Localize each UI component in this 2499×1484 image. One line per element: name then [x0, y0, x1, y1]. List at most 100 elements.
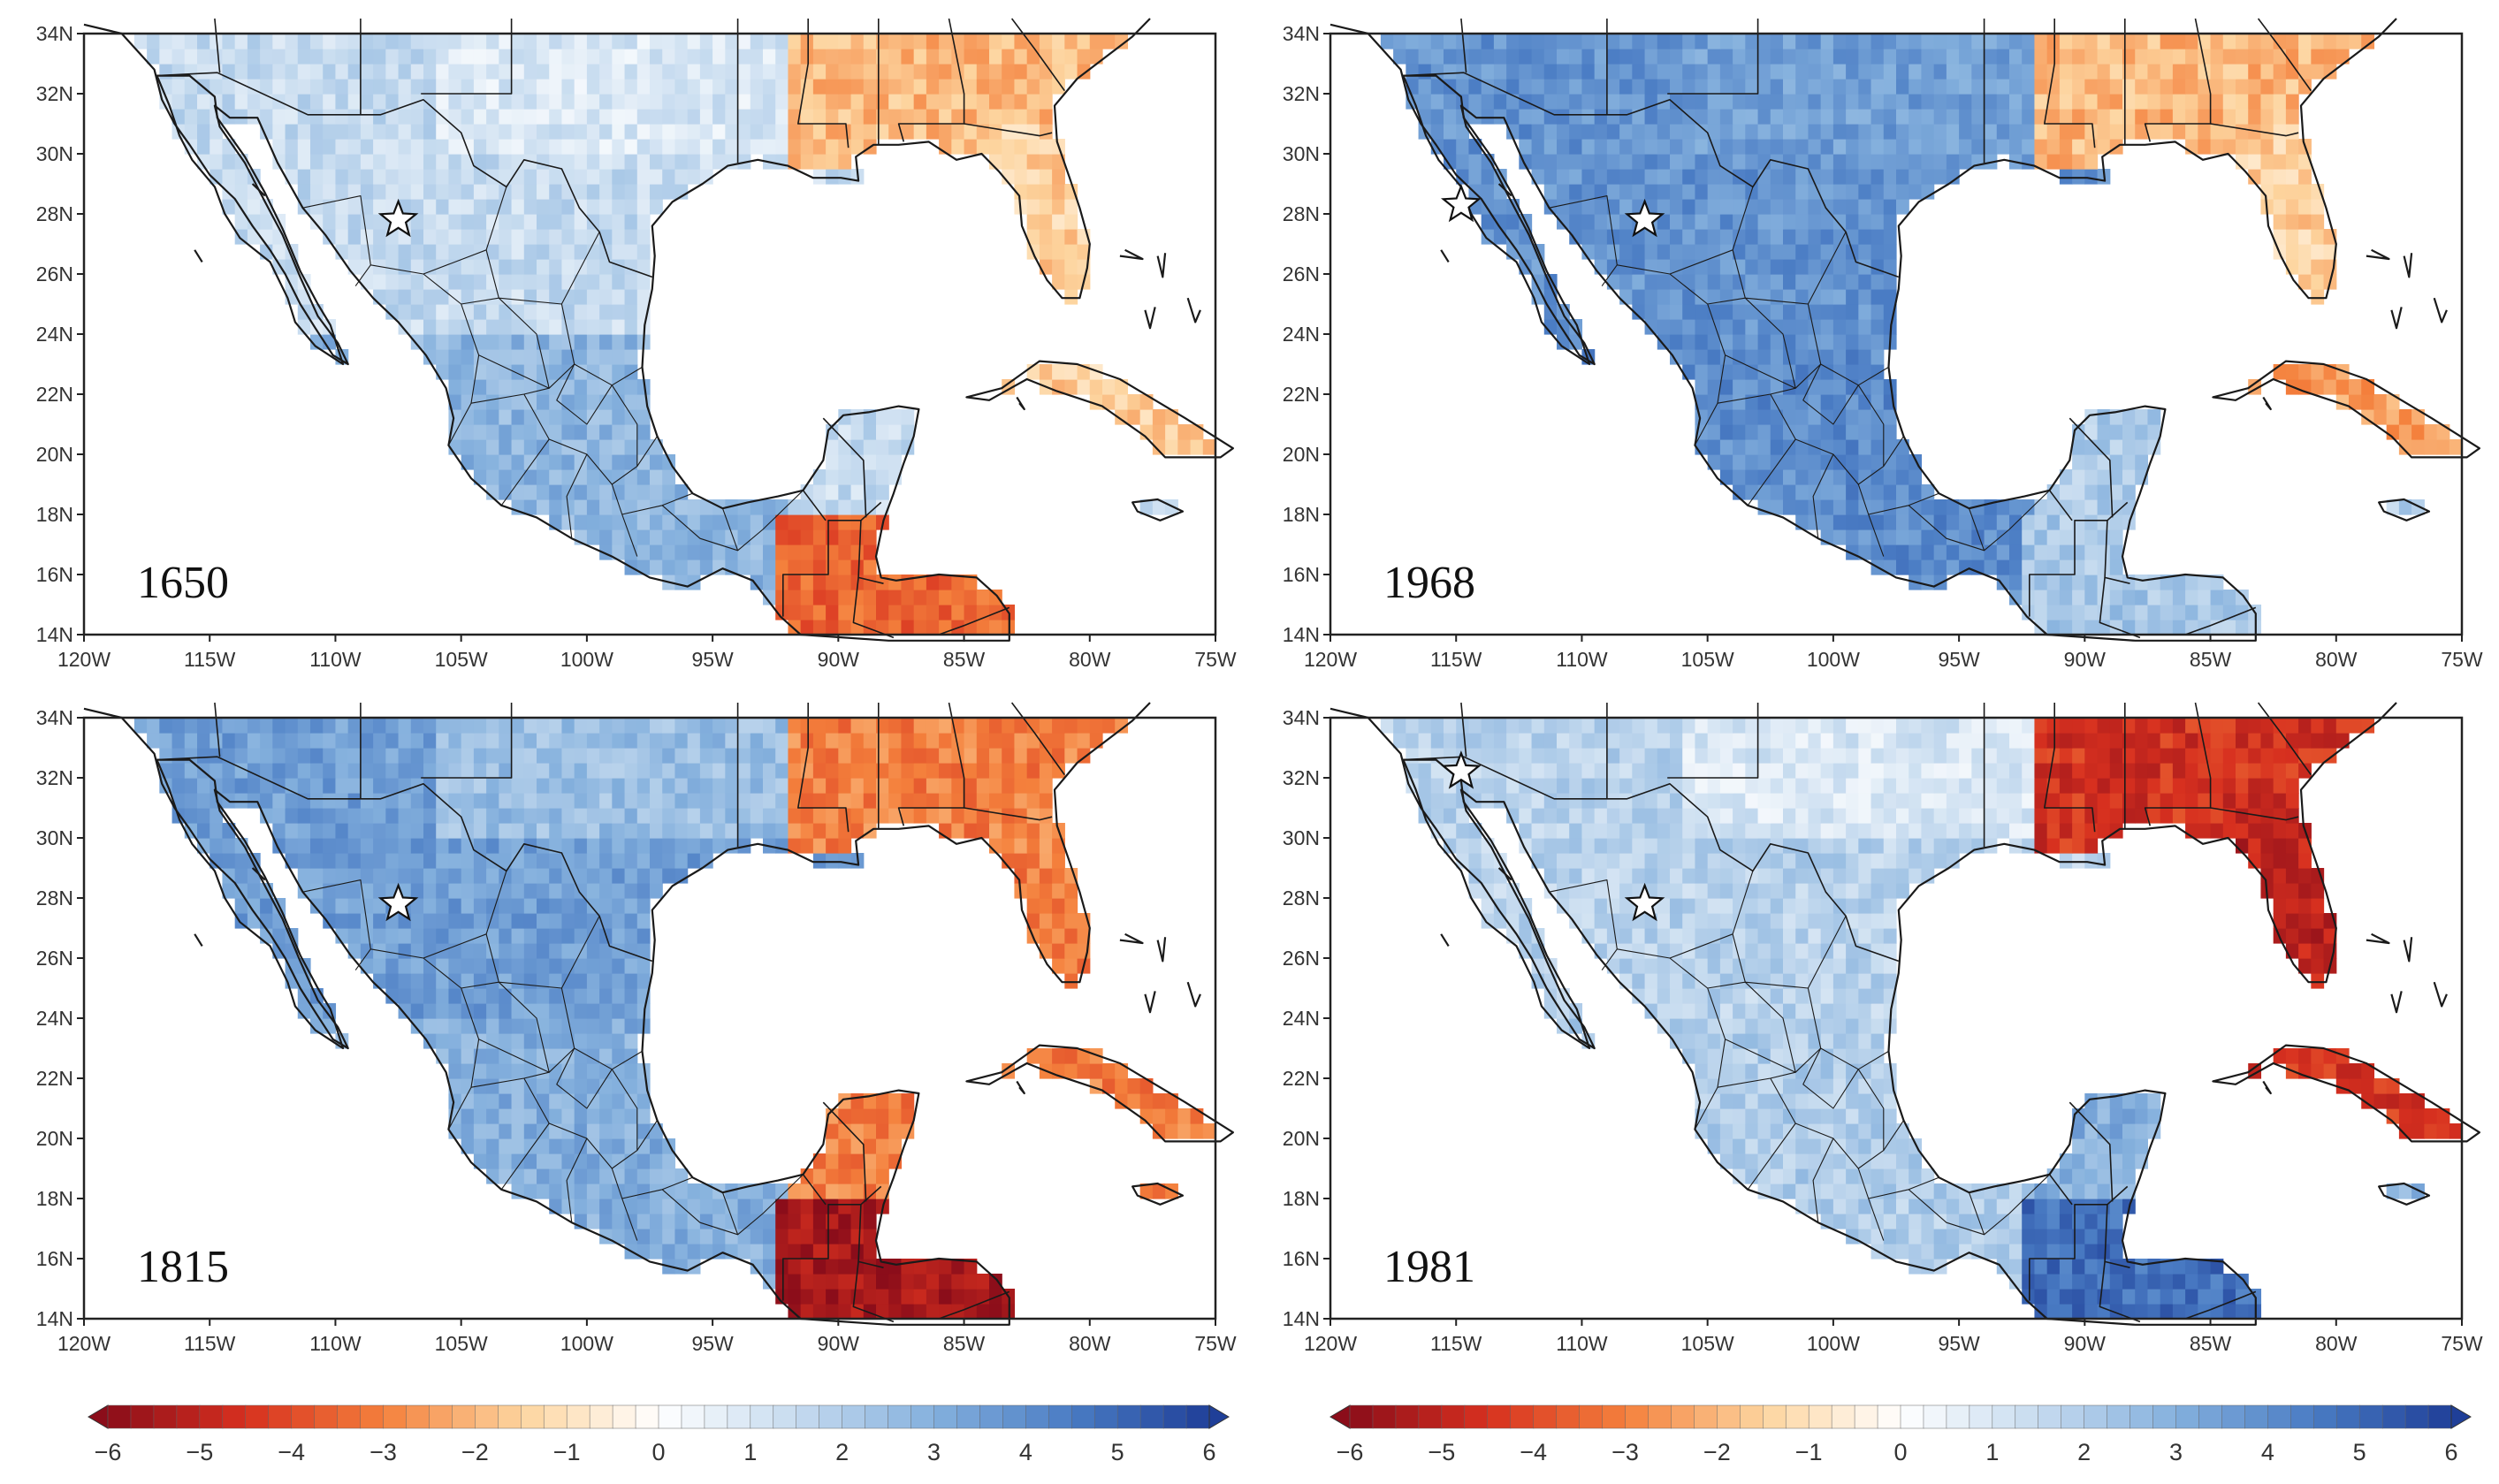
- anomaly-cell: [826, 1304, 839, 1319]
- anomaly-cell: [461, 259, 475, 275]
- anomaly-cell: [699, 748, 713, 764]
- anomaly-cell: [448, 79, 462, 95]
- anomaly-cell: [410, 169, 424, 185]
- anomaly-cell: [2084, 1229, 2099, 1244]
- anomaly-cell: [1139, 394, 1154, 410]
- anomaly-cell: [826, 808, 839, 824]
- anomaly-cell: [586, 778, 600, 794]
- anomaly-cell: [461, 124, 475, 140]
- anomaly-cell: [662, 184, 676, 200]
- anomaly-cell: [775, 529, 789, 545]
- anomaly-cell: [360, 943, 374, 959]
- anomaly-cell: [1783, 259, 1796, 275]
- anomaly-cell: [1770, 1183, 1784, 1199]
- anomaly-cell: [347, 763, 362, 779]
- anomaly-cell: [436, 973, 450, 989]
- anomaly-cell: [1707, 169, 1721, 185]
- anomaly-cell: [1719, 334, 1733, 350]
- anomaly-cell: [989, 590, 1002, 605]
- anomaly-cell: [586, 349, 600, 365]
- anomaly-cell: [699, 124, 713, 140]
- anomaly-cell: [2034, 514, 2048, 530]
- anomaly-cell: [423, 34, 437, 49]
- anomaly-cell: [222, 169, 236, 185]
- anomaly-cell: [574, 1033, 588, 1049]
- anomaly-cell: [1984, 1214, 1998, 1229]
- anomaly-cell: [863, 1123, 877, 1139]
- anomaly-cell: [523, 244, 537, 260]
- anomaly-cell: [2135, 575, 2149, 590]
- anomaly-cell: [662, 109, 676, 125]
- anomaly-cell: [712, 529, 726, 545]
- anomaly-cell: [725, 823, 739, 839]
- anomaly-cell: [448, 1048, 462, 1064]
- anomaly-cell: [976, 590, 990, 605]
- anomaly-cell: [863, 808, 877, 824]
- anomaly-cell: [750, 544, 764, 560]
- anomaly-cell: [1733, 34, 1746, 49]
- anomaly-cell: [523, 1003, 537, 1019]
- longitude-tick-label: 95W: [691, 1332, 734, 1355]
- anomaly-cell: [674, 1259, 689, 1275]
- anomaly-cell: [310, 49, 324, 65]
- anomaly-cell: [650, 1244, 663, 1259]
- anomaly-cell: [574, 1108, 588, 1124]
- anomaly-cell: [1870, 1138, 1885, 1154]
- anomaly-cell: [297, 94, 311, 110]
- island-coastline: [194, 249, 203, 263]
- anomaly-cell: [360, 184, 374, 200]
- anomaly-cell: [1984, 34, 1998, 49]
- anomaly-cell: [1745, 214, 1759, 230]
- anomaly-cell: [385, 304, 400, 320]
- anomaly-cell: [1745, 319, 1759, 335]
- anomaly-cell: [1870, 214, 1885, 230]
- anomaly-cell: [373, 838, 386, 854]
- anomaly-cell: [222, 34, 236, 49]
- anomaly-cell: [2285, 64, 2299, 80]
- anomaly-cell: [612, 289, 626, 305]
- state-border: [661, 505, 739, 552]
- anomaly-cell: [586, 274, 600, 290]
- anomaly-cell: [826, 605, 839, 620]
- anomaly-cell: [674, 748, 689, 764]
- anomaly-cell: [951, 808, 965, 824]
- anomaly-cell: [662, 544, 676, 560]
- anomaly-cell: [1757, 64, 1771, 80]
- anomaly-cell: [1406, 49, 1420, 65]
- anomaly-cell: [1707, 1078, 1721, 1094]
- anomaly-cell: [410, 319, 424, 335]
- anomaly-cell: [2072, 1183, 2085, 1199]
- anomaly-cell: [674, 718, 689, 734]
- anomaly-cell: [888, 808, 903, 824]
- anomaly-cell: [1089, 34, 1103, 49]
- anomaly-cell: [2323, 49, 2337, 65]
- anomaly-cell: [159, 733, 173, 749]
- anomaly-cell: [1896, 1214, 1909, 1229]
- anomaly-cell: [636, 469, 651, 485]
- longitude-tick-label: 110W: [1556, 648, 1608, 671]
- anomaly-cell: [499, 1153, 513, 1169]
- anomaly-cell: [1808, 514, 1822, 530]
- anomaly-cell: [499, 1138, 513, 1154]
- anomaly-cell: [612, 913, 626, 929]
- anomaly-cell: [599, 1063, 613, 1079]
- anomaly-cell: [636, 454, 651, 470]
- anomaly-cell: [725, 139, 739, 155]
- anomaly-cell: [863, 1183, 877, 1199]
- anomaly-cell: [964, 1304, 978, 1319]
- anomaly-cell: [1719, 424, 1733, 440]
- anomaly-cell: [2109, 1244, 2123, 1259]
- anomaly-cell: [360, 79, 374, 95]
- anomaly-cell: [473, 1033, 487, 1049]
- anomaly-cell: [1808, 1153, 1822, 1169]
- anomaly-cell: [2311, 364, 2325, 380]
- anomaly-cell: [1569, 184, 1583, 200]
- anomaly-cell: [1921, 124, 1935, 140]
- anomaly-cell: [1783, 349, 1796, 365]
- anomaly-cell: [537, 988, 550, 1004]
- anomaly-cell: [1719, 109, 1733, 125]
- anomaly-cell: [561, 424, 575, 440]
- site-star-marker: [1624, 198, 1665, 238]
- anomaly-cell: [310, 718, 324, 734]
- anomaly-cell: [1657, 34, 1671, 49]
